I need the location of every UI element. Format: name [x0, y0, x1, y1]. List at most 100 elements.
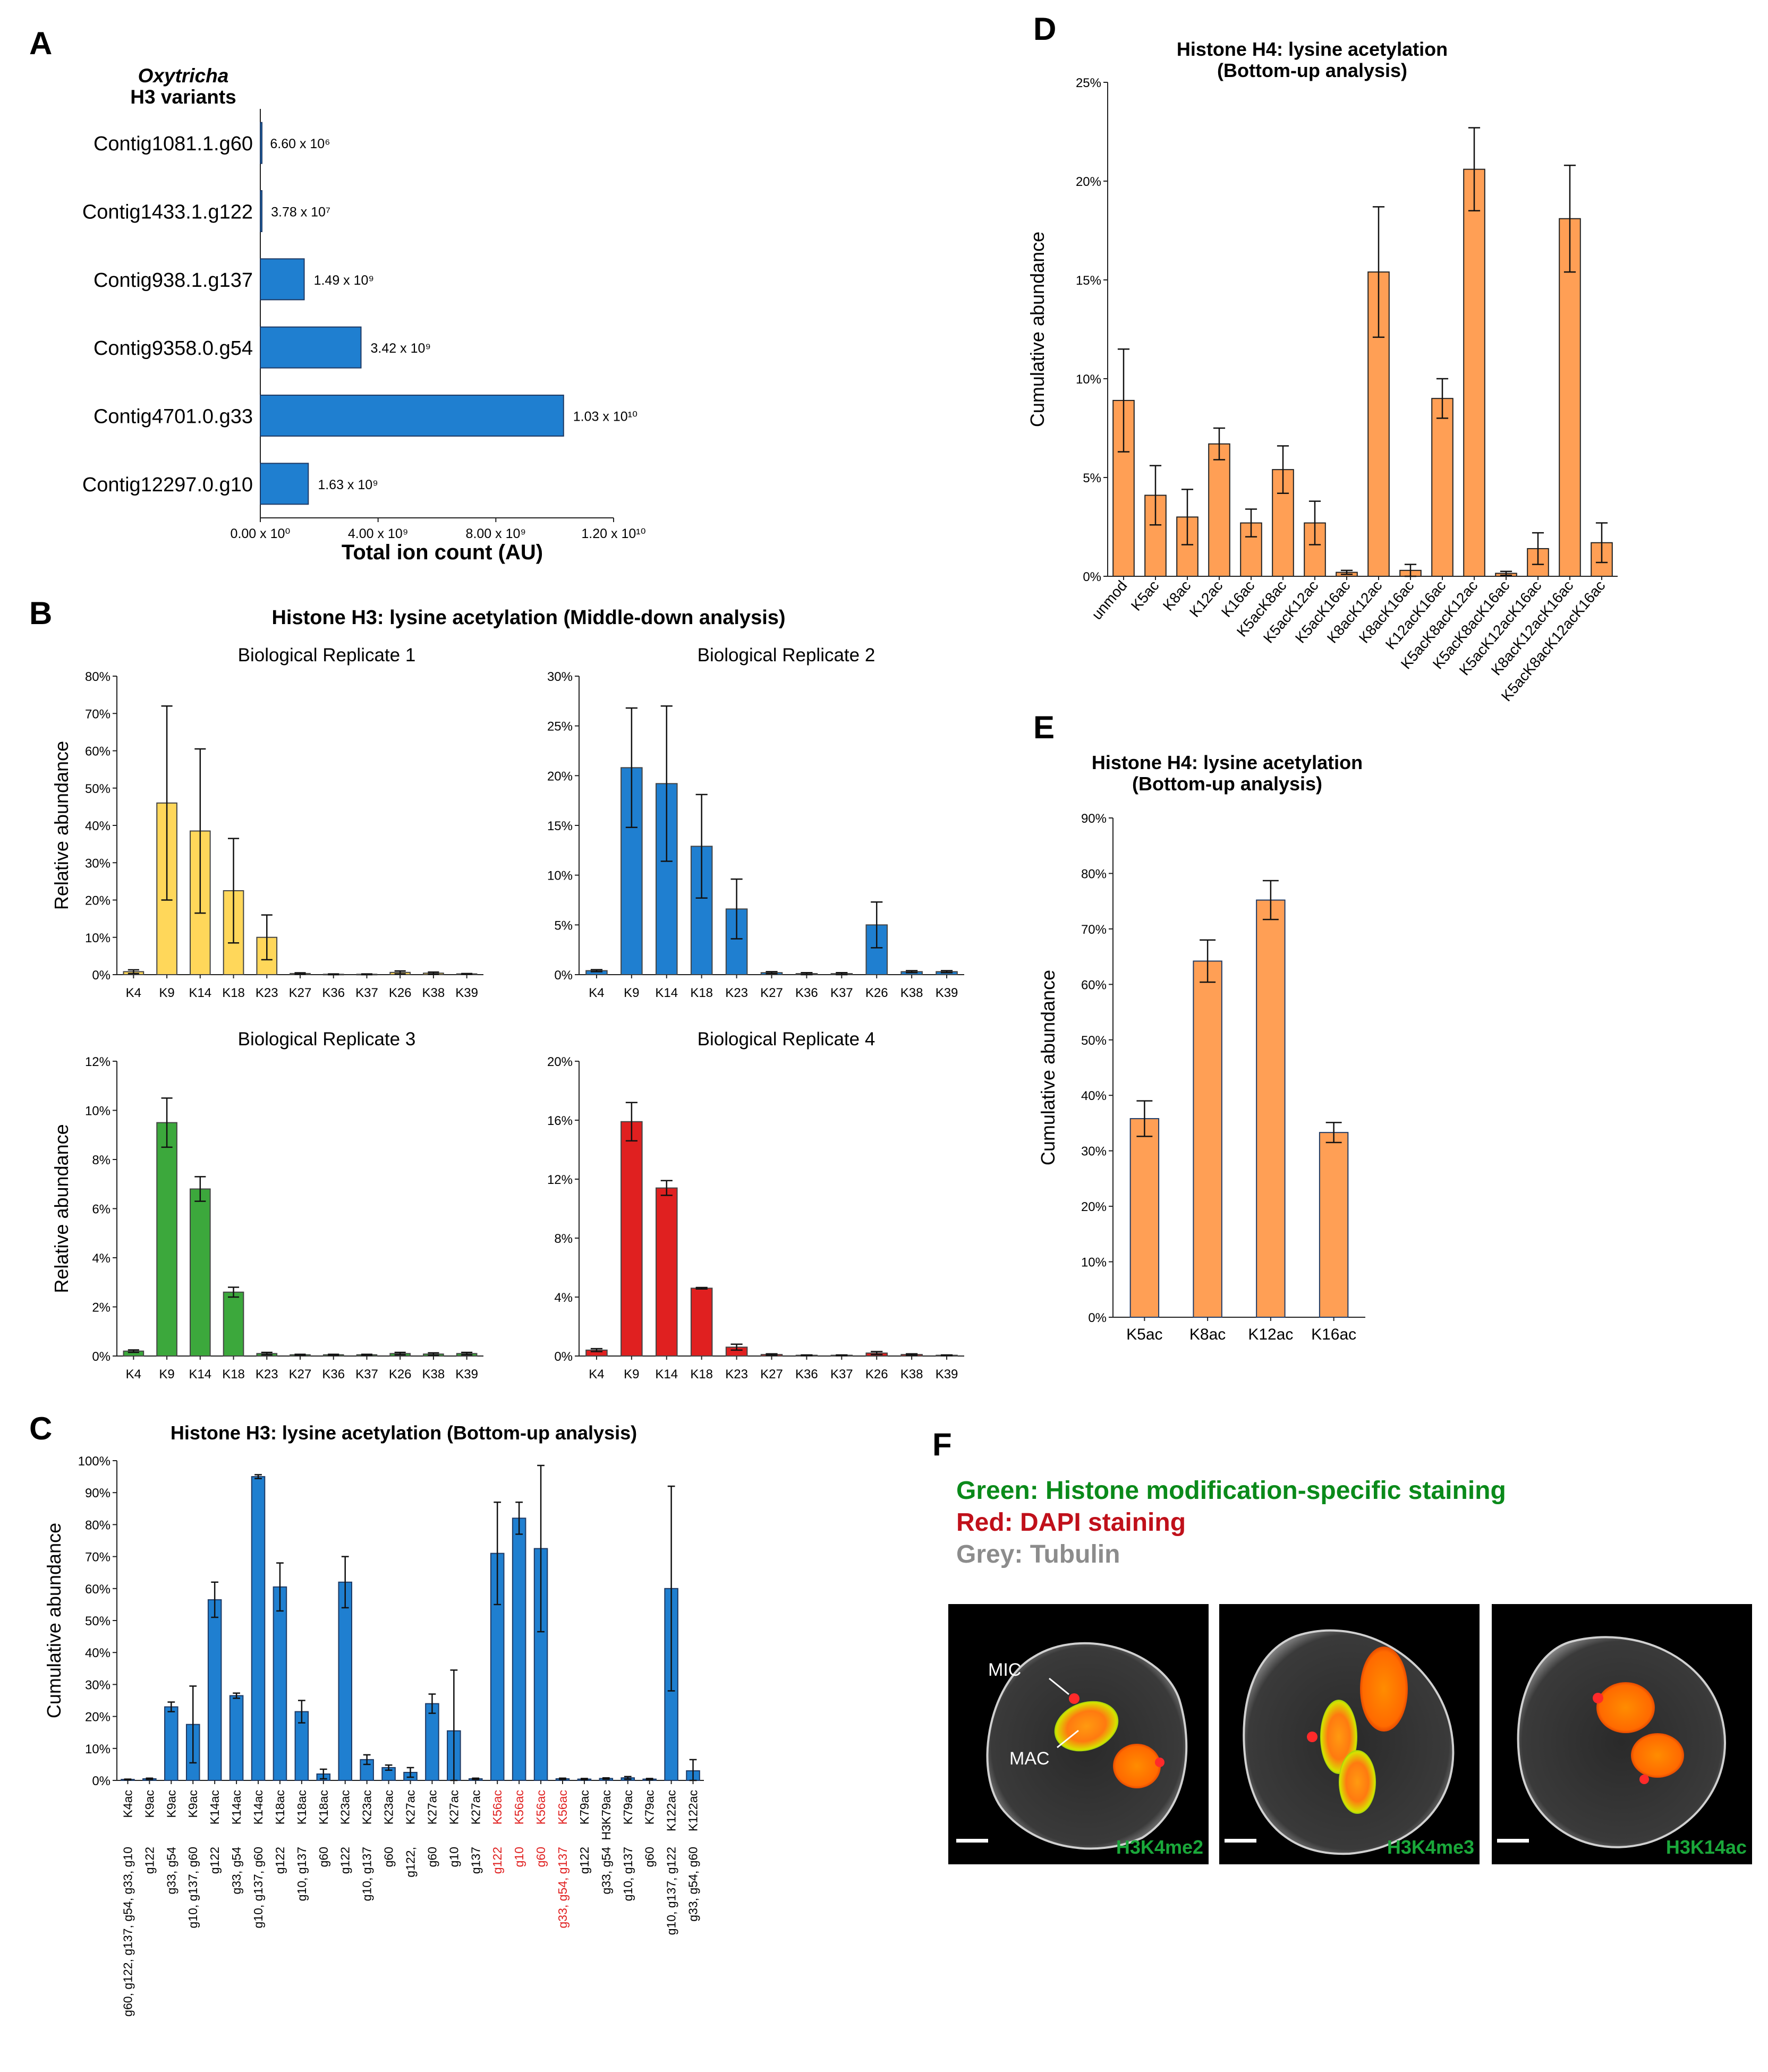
bar [260, 395, 564, 437]
variant-label: g122 [273, 1847, 287, 1874]
x-tick-label: K14ac [251, 1790, 265, 1824]
y-tick-label: 40% [85, 819, 110, 833]
bar [1193, 960, 1222, 1318]
x-axis-label: Total ion count (AU) [342, 541, 543, 564]
x-tick-label: K18 [690, 986, 713, 1000]
y-tick-label: 16% [547, 1114, 573, 1128]
x-tick-label: K16ac [1311, 1326, 1356, 1343]
x-tick-label: K18ac [317, 1790, 330, 1824]
y-tick-label: 70% [1081, 923, 1107, 937]
x-tick-label: K9ac [164, 1790, 178, 1818]
x-tick-label: K79ac [643, 1790, 657, 1824]
x-tick-label: K39 [455, 986, 478, 1000]
variant-label: g122 [338, 1847, 352, 1874]
bar [512, 1517, 526, 1781]
x-tick-label: K18 [222, 1367, 245, 1382]
y-axis-label: Cumulative abundance [43, 1523, 65, 1718]
x-tick-label: K14 [655, 1367, 678, 1382]
y-tick-label: 10% [85, 1742, 110, 1756]
mic-nucleus [1155, 1758, 1164, 1767]
annotation-mac: MAC [1009, 1749, 1050, 1769]
y-tick-label: 50% [85, 1614, 110, 1628]
micrograph-h3k14ac: H3K14ac [1492, 1604, 1752, 1864]
x-tick-label: K5ac [1128, 577, 1162, 614]
y-tick-label: 60% [85, 745, 110, 759]
y-tick-label: 6% [92, 1203, 110, 1217]
x-tick-label: K18 [222, 986, 245, 1000]
y-tick-label: 5% [554, 918, 573, 933]
x-tick-label: 1.20 x 10¹⁰ [581, 526, 645, 541]
y-tick-label: 12% [85, 1055, 110, 1069]
x-tick-label: K9 [159, 986, 174, 1000]
y-tick-label: 0% [92, 968, 110, 983]
chart-b: Histone H3: lysine acetylation (Middle-d… [50, 607, 964, 1382]
y-tick-label: 50% [85, 782, 110, 796]
y-tick-label: 10% [1081, 1256, 1107, 1270]
x-tick-label: K4 [589, 986, 604, 1000]
bar [1319, 1132, 1349, 1318]
variant-label: g10, g137 [295, 1847, 309, 1901]
value-label: 6.60 x 10⁶ [270, 137, 330, 151]
x-tick-label: K27ac [404, 1790, 418, 1824]
variant-label: g10, g137 [360, 1847, 374, 1901]
y-tick-label: 0% [92, 1774, 110, 1788]
variant-label: g33, g54 [230, 1847, 243, 1895]
nucleus [1360, 1647, 1408, 1732]
subplot-title: Biological Replicate 3 [238, 1029, 416, 1050]
y-axis-label: Cumulative abundance [1037, 970, 1059, 1165]
x-tick-label: K37 [355, 1367, 378, 1382]
x-tick-label: K9 [624, 986, 639, 1000]
variant-label: g137 [469, 1847, 482, 1874]
variant-label: g33, g54 [164, 1847, 178, 1895]
variant-label: g10 [447, 1847, 461, 1867]
x-tick-label: K79ac [621, 1790, 635, 1824]
variant-label: g122 [208, 1847, 222, 1874]
bar [260, 258, 305, 301]
y-tick-label: 80% [85, 1518, 110, 1532]
chart-e: Histone H4: lysine acetylation(Bottom-up… [1037, 752, 1365, 1343]
x-tick-label: K38 [900, 1367, 923, 1382]
x-tick-label: K39 [936, 986, 958, 1000]
bar [1129, 1118, 1160, 1318]
x-tick-label: K14 [655, 986, 678, 1000]
y-tick-label: 0% [1088, 1311, 1107, 1325]
value-label: 1.03 x 10¹⁰ [573, 410, 638, 424]
subplot-title: Biological Replicate 1 [238, 645, 416, 666]
x-tick-label: K26 [389, 986, 412, 1000]
y-tick-label: 20% [547, 769, 573, 783]
x-tick-label: K23ac [382, 1790, 396, 1824]
chart-d: Histone H4: lysine acetylation(Bottom-up… [1026, 38, 1618, 704]
y-tick-label: 100% [78, 1454, 110, 1469]
micrograph-h3k4me3: H3K4me3 [1219, 1604, 1480, 1864]
x-tick-label: K79ac [577, 1790, 591, 1824]
variant-label: g60 [534, 1847, 548, 1867]
x-tick-label: K8ac [1189, 1326, 1226, 1343]
variant-label: g10, g137, g60 [186, 1847, 200, 1928]
y-tick-label: 20% [547, 1055, 573, 1069]
x-tick-label: K12ac [1248, 1326, 1293, 1343]
y-tick-label: 25% [547, 720, 573, 734]
bar [260, 326, 362, 369]
y-tick-label: 10% [85, 931, 110, 945]
x-tick-label: K27ac [425, 1790, 439, 1824]
x-tick-label: K26 [865, 1367, 888, 1382]
x-tick-label: K4 [126, 1367, 141, 1382]
x-tick-label: K9ac [186, 1790, 200, 1818]
chart-subtitle: (Bottom-up analysis) [1217, 59, 1407, 81]
x-tick-label: K27 [760, 1367, 783, 1382]
chart-title: Histone H3: lysine acetylation (Bottom-u… [171, 1422, 637, 1444]
chart-title: Histone H4: lysine acetylation [1092, 752, 1363, 773]
variant-label: g122 [577, 1847, 591, 1874]
x-tick-label: K18 [690, 1367, 713, 1382]
bar [338, 1581, 353, 1781]
bar [425, 1703, 439, 1781]
bar [260, 190, 262, 232]
x-tick-label: K9ac [142, 1790, 156, 1818]
x-tick-label: K14ac [230, 1790, 243, 1824]
y-tick-label: 20% [85, 1710, 110, 1725]
variant-label: g10, g137, g60 [251, 1847, 265, 1928]
x-tick-label: H3K79ac [599, 1790, 613, 1840]
x-tick-label: K26 [865, 986, 888, 1000]
x-tick-label: K39 [936, 1367, 958, 1382]
y-tick-label: 10% [85, 1104, 110, 1119]
